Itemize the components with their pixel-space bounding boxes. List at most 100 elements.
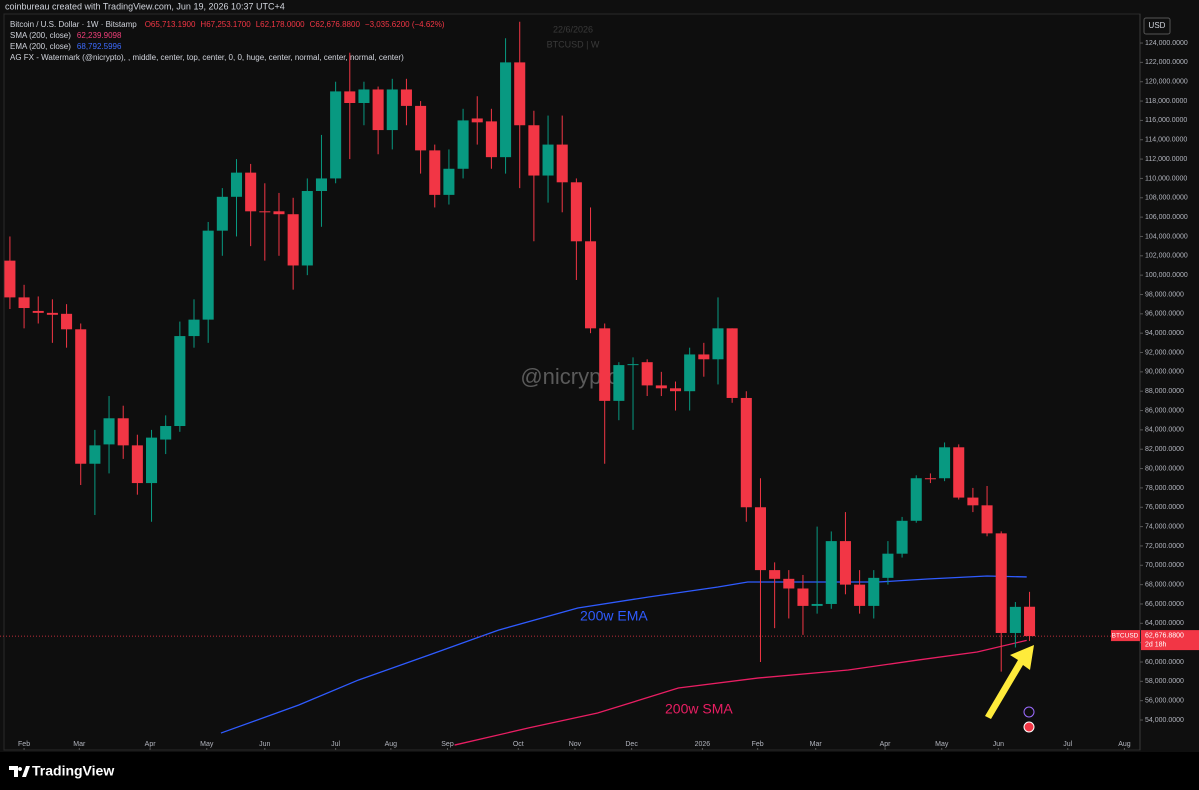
countdown: 2d 18h (1145, 641, 1167, 648)
indicator-line (220, 575, 1027, 734)
y-tick-label: 70,000.0000 (1145, 562, 1184, 569)
ohlc-value: −3,035.6200 (−4.62%) (365, 20, 445, 29)
x-tick-label: Nov (569, 741, 582, 748)
ohlc-value: C62,676.8800 (310, 20, 361, 29)
y-tick-label: 74,000.0000 (1145, 523, 1184, 530)
candle-body (1024, 606, 1036, 637)
candle-body (967, 497, 979, 506)
y-tick-label: 76,000.0000 (1145, 504, 1184, 511)
candle-body (981, 505, 993, 534)
y-tick-label: 58,000.0000 (1145, 678, 1184, 685)
candle-body (245, 172, 257, 212)
y-tick-label: 106,000.0000 (1145, 214, 1188, 221)
x-tick-label: Mar (73, 741, 86, 748)
x-tick-label: Sep (441, 741, 454, 748)
candle-body (429, 150, 441, 195)
y-tick-label: 104,000.0000 (1145, 233, 1188, 240)
candle-body (1009, 606, 1021, 633)
candle-body (287, 214, 299, 266)
y-tick-label: 110,000.0000 (1145, 175, 1187, 182)
candle-body (46, 312, 58, 315)
y-tick-label: 118,000.0000 (1145, 98, 1187, 105)
candle-body (174, 336, 186, 427)
candle-body (868, 577, 880, 606)
y-tick-label: 96,000.0000 (1145, 311, 1184, 318)
arrow (985, 645, 1034, 719)
candle-body (910, 478, 922, 521)
y-tick-label: 88,000.0000 (1145, 388, 1184, 395)
candle-body (230, 172, 243, 197)
x-tick-label: Aug (385, 741, 398, 748)
y-tick-label: 114,000.0000 (1145, 137, 1187, 144)
x-tick-label: Jun (993, 741, 1004, 748)
y-tick-label: 54,000.0000 (1145, 717, 1184, 724)
candle-body (712, 328, 724, 360)
candle-body (89, 445, 101, 464)
price-badge (1141, 630, 1199, 651)
y-tick-label: 82,000.0000 (1145, 446, 1184, 453)
x-tick-label: Jul (331, 741, 340, 748)
ohlc-value: O65,713.1900 (145, 20, 196, 29)
x-tick-label: May (200, 741, 214, 748)
candle-body (301, 191, 313, 266)
y-tick-label: 108,000.0000 (1145, 195, 1188, 202)
candle-body (315, 178, 327, 192)
candle-body (344, 91, 356, 103)
candle-body (131, 445, 143, 484)
line-label: 200w EMA (580, 608, 648, 624)
footer (0, 752, 1199, 790)
candle-body (825, 541, 837, 604)
x-tick-label: Dec (625, 741, 638, 748)
candle-body (202, 230, 214, 320)
x-tick-label: Apr (880, 741, 892, 748)
candle-body (783, 578, 795, 589)
y-tick-label: 78,000.0000 (1145, 485, 1184, 492)
candle-body (882, 553, 894, 578)
candle-body (216, 196, 228, 231)
top-watermark: 22/6/2026 (553, 24, 593, 34)
icon (1023, 721, 1035, 733)
candle-body (924, 478, 936, 480)
candle-body (698, 354, 710, 360)
candle-body (896, 520, 908, 554)
candle-body (811, 603, 823, 606)
candle-body (641, 362, 653, 386)
candle-body (415, 105, 427, 151)
candle-body (61, 313, 73, 330)
indicator-value: 68,792.5996 (77, 42, 122, 51)
credit: coinbureau created with TradingView.com,… (5, 1, 285, 11)
candle-body (570, 182, 582, 242)
x-tick-label: Jul (1063, 741, 1072, 748)
candle-body (146, 437, 158, 484)
candle-body (273, 211, 285, 215)
x-tick-label: Feb (18, 741, 30, 748)
candle-body (542, 144, 554, 176)
y-tick-label: 90,000.0000 (1145, 369, 1184, 376)
y-tick-label: 116,000.0000 (1145, 117, 1187, 124)
indicator-name: SMA (200, close) (10, 31, 71, 40)
candle-body (485, 121, 497, 158)
price-badge-text: 62,676.8800 (1145, 632, 1184, 639)
candle-body (372, 89, 384, 131)
symbol-badge-text: BTCUSD (1112, 632, 1139, 639)
candle-body (160, 426, 172, 440)
y-tick-label: 124,000.0000 (1145, 40, 1188, 47)
x-tick-label: Jun (259, 741, 270, 748)
candle-body (669, 388, 682, 392)
candle-body (627, 364, 639, 366)
candle-body (854, 584, 866, 606)
y-tick-label: 84,000.0000 (1145, 427, 1184, 434)
candle-body (18, 297, 30, 309)
candle-body (740, 397, 752, 508)
candle-body (655, 385, 667, 389)
candle-body (117, 418, 129, 446)
y-tick-label: 112,000.0000 (1145, 156, 1187, 163)
indicator-line (454, 639, 1027, 746)
candle-body (259, 211, 271, 213)
symbol-badge (1111, 630, 1140, 642)
candle-body (769, 570, 781, 579)
ohlc-value: L62,178.0000 (256, 20, 305, 29)
y-tick-label: 120,000.0000 (1145, 79, 1188, 86)
currency-box (1143, 17, 1171, 35)
